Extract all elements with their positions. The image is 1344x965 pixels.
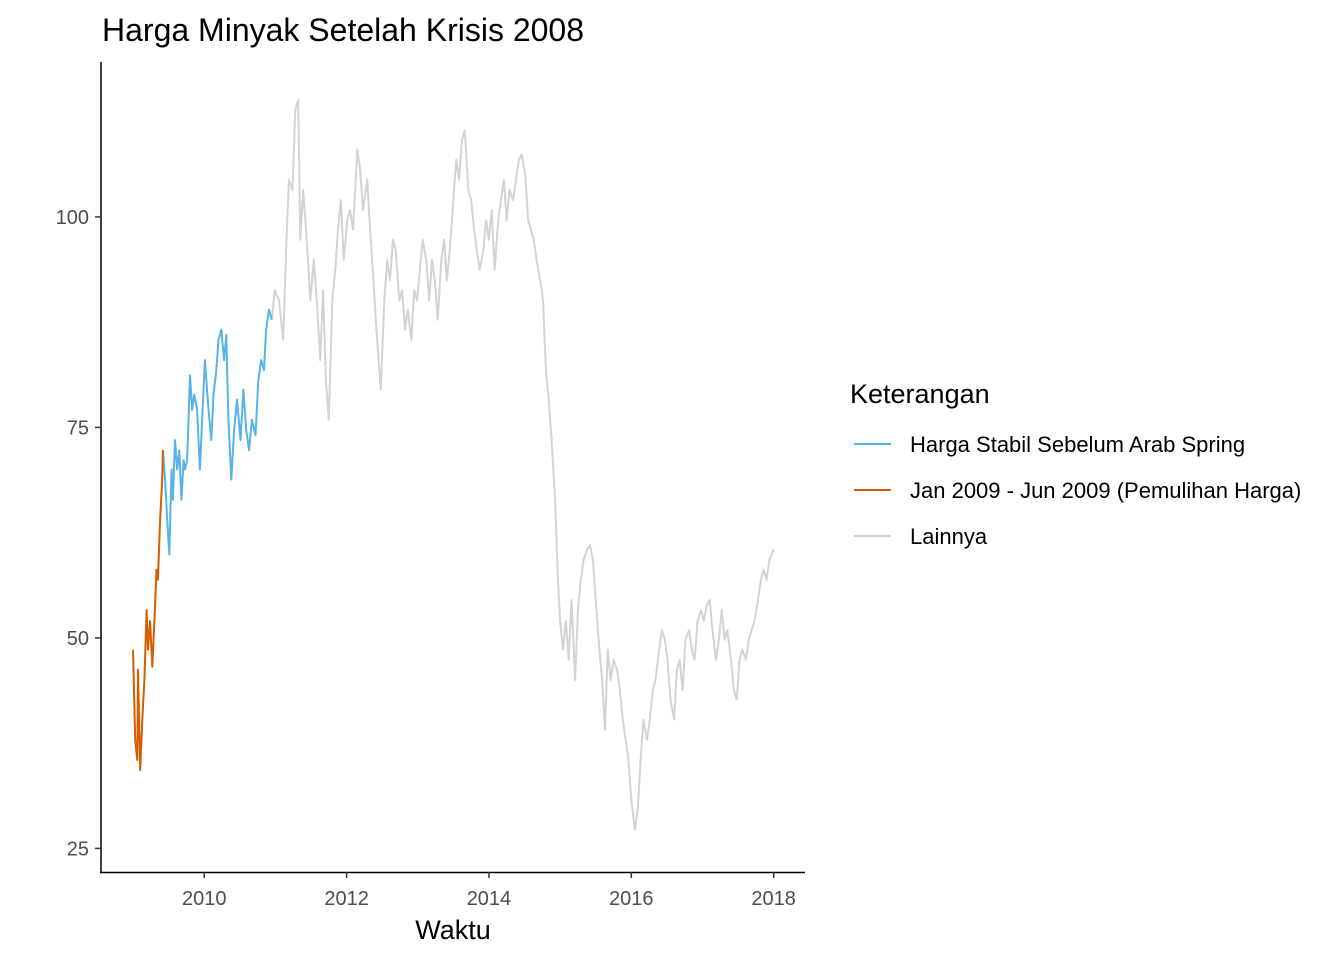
x-tick-label: 2018 <box>751 888 796 910</box>
series-layer <box>132 98 775 831</box>
series-line-2 <box>270 98 775 831</box>
legend-item-gray: Lainnya <box>854 524 988 549</box>
legend-label: Harga Stabil Sebelum Arab Spring <box>910 432 1245 457</box>
legend-item-orange: Jan 2009 - Jun 2009 (Pemulihan Harga) <box>854 478 1301 503</box>
y-tick-label: 25 <box>67 838 89 860</box>
legend: Keterangan Harga Stabil Sebelum Arab Spr… <box>850 379 1301 549</box>
y-ticks: 25 50 75 100 <box>56 207 101 860</box>
legend-label: Lainnya <box>910 524 988 549</box>
y-tick-label: 75 <box>67 417 89 439</box>
chart-title: Harga Minyak Setelah Krisis 2008 <box>102 12 584 48</box>
legend-title: Keterangan <box>850 379 990 409</box>
x-ticks: 2010 2012 2014 2016 2018 <box>182 872 796 910</box>
x-tick-label: 2016 <box>609 888 654 910</box>
legend-item-blue: Harga Stabil Sebelum Arab Spring <box>854 432 1245 457</box>
x-tick-label: 2014 <box>467 888 512 910</box>
series-line-1 <box>161 308 273 556</box>
x-axis-title: Waktu <box>415 915 491 945</box>
y-tick-label: 50 <box>67 628 89 650</box>
y-tick-label: 100 <box>56 207 89 229</box>
x-tick-label: 2010 <box>182 888 227 910</box>
legend-label: Jan 2009 - Jun 2009 (Pemulihan Harga) <box>910 478 1301 503</box>
series-line-0 <box>132 450 164 772</box>
x-tick-label: 2012 <box>324 888 369 910</box>
